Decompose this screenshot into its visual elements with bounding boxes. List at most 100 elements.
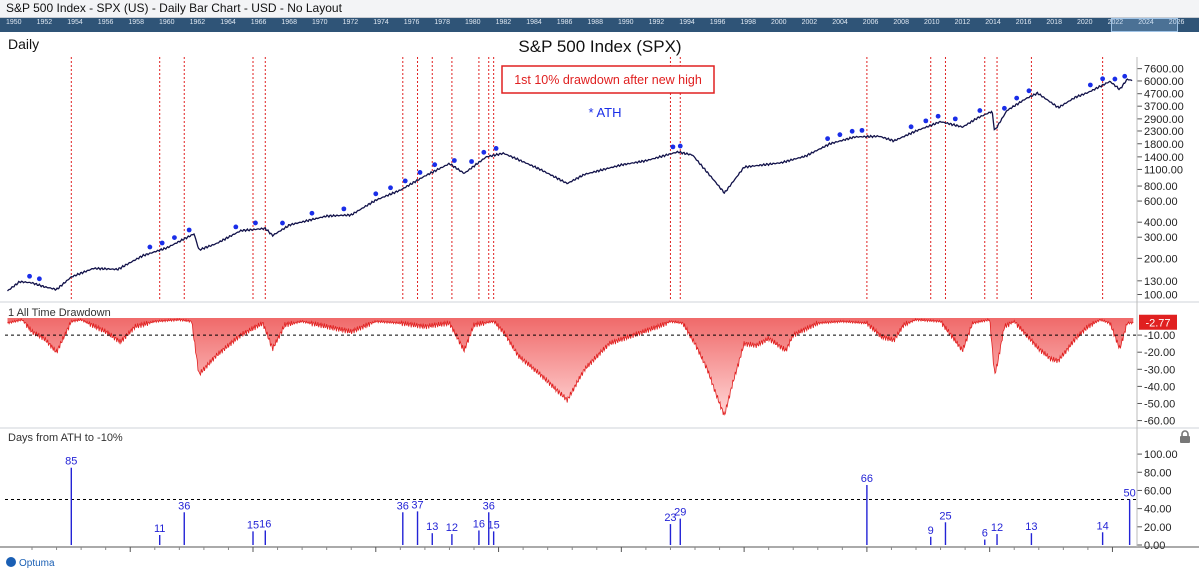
days-bar-label: 16 — [259, 518, 271, 530]
days-bar-label: 29 — [674, 507, 686, 519]
chart-canvas[interactable]: S&P 500 Index (SPX)Daily100.00130.00200.… — [0, 32, 1199, 557]
drawdown-line — [7, 317, 1134, 416]
window-title: S&P 500 Index - SPX (US) - Daily Bar Cha… — [6, 1, 342, 15]
navigator-year-label: 1992 — [648, 19, 665, 26]
navigator-year-label: 2018 — [1046, 19, 1062, 26]
period-label: Daily — [8, 36, 39, 52]
ath-marker — [923, 118, 929, 124]
navigator-year-label: 1974 — [373, 19, 389, 26]
ath-marker — [849, 128, 855, 134]
window-titlebar: S&P 500 Index - SPX (US) - Daily Bar Cha… — [0, 0, 1199, 18]
ath-marker — [388, 185, 393, 191]
navigator-year-label: 1966 — [250, 19, 267, 26]
ath-marker — [253, 220, 258, 226]
navigator-year-label: 1994 — [679, 19, 695, 26]
navigator-year-label: 2006 — [862, 19, 879, 26]
days-bar-label: 14 — [1096, 520, 1108, 532]
ath-marker — [837, 132, 843, 138]
ath-marker — [493, 146, 499, 151]
ath-marker — [233, 224, 239, 230]
ath-marker — [172, 235, 177, 240]
ath-marker — [1002, 105, 1007, 111]
days-bar-label: 85 — [65, 456, 77, 468]
ath-marker — [859, 127, 865, 133]
ath-marker — [952, 116, 958, 122]
price-ytick-label: 4700.00 — [1144, 89, 1184, 101]
ath-legend-label: * ATH — [589, 105, 622, 120]
days-bar-label: 15 — [488, 519, 500, 531]
ath-marker — [677, 143, 683, 149]
navigator-year-label: 2026 — [1168, 19, 1185, 26]
navigator-year-label: 2002 — [801, 19, 818, 26]
ath-marker — [186, 227, 192, 233]
navigator-year-label: 1962 — [189, 19, 206, 26]
navigator-year-label: 1988 — [587, 19, 603, 26]
price-ytick-label: 2900.00 — [1144, 114, 1184, 126]
navigator-year-label: 1976 — [403, 19, 420, 26]
navigator-year-label: 2020 — [1077, 19, 1093, 26]
days-bar-label: 13 — [1025, 521, 1037, 533]
optuma-logo: Optuma — [6, 557, 55, 569]
ath-marker — [402, 178, 408, 184]
price-ytick-label: 300.00 — [1144, 232, 1178, 244]
days-ytick-label: 80.00 — [1144, 467, 1172, 479]
x-axis-tick-label: 2020 — [976, 555, 1003, 557]
navigator-year-label: 1970 — [312, 19, 328, 26]
ath-marker — [417, 170, 423, 175]
days-bar-label: 12 — [446, 522, 458, 534]
price-ytick-label: 1400.00 — [1144, 152, 1184, 164]
lock-icon[interactable] — [1178, 430, 1192, 444]
spx-price-line — [7, 78, 1133, 292]
timeline-navigator[interactable]: 1950 1952 1954 1956 1958 1960 1962 1964 1966 1968… — [0, 18, 1199, 32]
days-bar-label: 36 — [397, 500, 409, 512]
price-ytick-label: 1100.00 — [1144, 164, 1183, 176]
annotation-text: 1st 10% drawdown after new high — [514, 73, 702, 87]
current-drawdown-badge — [1139, 314, 1177, 330]
days-bar-label: 66 — [861, 473, 873, 485]
ath-marker — [27, 273, 32, 279]
navigator-year-label: 1972 — [342, 19, 359, 26]
days-bar-label: 36 — [483, 500, 495, 512]
ath-marker — [481, 149, 487, 155]
navigator-year-label: 1990 — [618, 19, 634, 26]
days-ytick-label: 20.00 — [1144, 522, 1172, 534]
navigator-year-label: 2022 — [1107, 19, 1124, 26]
days-bar-label: 23 — [664, 512, 676, 524]
ath-marker — [935, 113, 941, 119]
ath-marker — [432, 162, 438, 168]
days-ytick-label: 100.00 — [1144, 449, 1178, 461]
navigator-year-label: 1956 — [97, 19, 114, 26]
navigator-window-handle[interactable] — [1111, 18, 1178, 32]
drawdown-ytick-label: -60.00 — [1144, 416, 1175, 428]
days-bar-label: 50 — [1124, 488, 1136, 500]
ath-marker — [1014, 95, 1020, 101]
navigator-year-label: 1978 — [434, 19, 450, 26]
ath-marker — [1087, 82, 1093, 88]
days-bar-label: 15 — [247, 519, 259, 531]
x-axis-tick-label: 2005 — [608, 555, 635, 557]
drawdown-ytick-label: -30.00 — [1144, 364, 1175, 376]
drawdown-panel-title: 1 All Time Drawdown — [8, 307, 111, 319]
ath-marker — [341, 206, 347, 212]
days-ytick-label: 0.00 — [1144, 540, 1165, 552]
ath-marker — [1026, 88, 1032, 94]
drawdown-ytick-label: -50.00 — [1144, 398, 1175, 410]
days-bar-label: 16 — [473, 518, 485, 530]
days-bar-label: 36 — [178, 500, 190, 512]
x-axis-tick-label: 2010 — [731, 555, 758, 557]
days-bar-label: 13 — [426, 521, 438, 533]
annotation-box — [501, 65, 715, 94]
navigator-year-label: 1980 — [465, 19, 481, 26]
navigator-year-label: 2010 — [924, 19, 940, 26]
navigator-year-label: 1986 — [556, 19, 573, 26]
ath-marker — [159, 240, 165, 246]
ath-marker — [309, 210, 315, 216]
price-ytick-label: 7600.00 — [1144, 64, 1184, 76]
ath-marker — [373, 191, 379, 197]
ath-marker — [469, 159, 474, 164]
navigator-year-label: 1998 — [740, 19, 756, 26]
x-axis-tick-label: 2000 — [485, 555, 512, 557]
ath-marker — [825, 136, 831, 142]
days-ytick-label: 40.00 — [1144, 504, 1172, 516]
x-axis-tick-label: 2025 — [1099, 555, 1126, 557]
